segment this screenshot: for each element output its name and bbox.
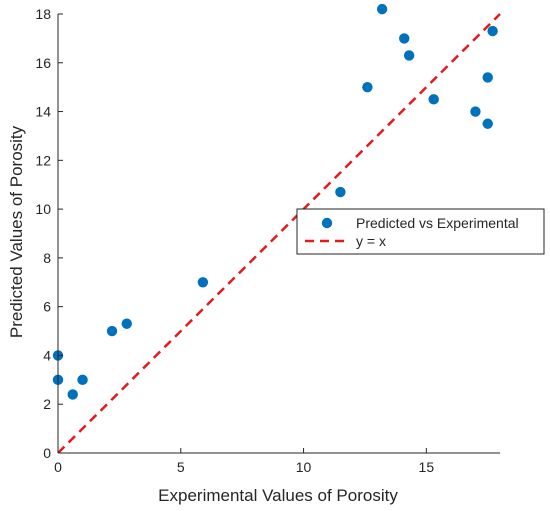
data-point [470,106,481,117]
legend-marker-scatter [321,217,333,229]
y-tick-label: 2 [43,396,51,412]
y-tick-label: 12 [35,152,51,168]
x-tick-label: 5 [177,459,185,475]
legend-box [296,208,545,255]
data-point [121,318,132,329]
axes: 0 5 10 15 0 2 4 6 8 10 12 14 16 18 [35,6,500,475]
y-tick-label: 16 [35,55,51,71]
data-point [399,33,410,44]
data-point [197,277,209,288]
y-tick-label: 18 [35,6,51,22]
data-point [376,3,388,15]
data-point [482,72,493,83]
data-point [428,94,439,105]
legend-label-line: y = x [356,233,386,249]
data-point [335,186,346,198]
x-tick-label: 15 [419,459,435,475]
y-tick-label: 4 [43,347,51,363]
data-point [403,50,415,61]
data-point [482,118,493,129]
data-point [67,389,78,400]
legend: Predicted vs Experimental y = x [296,208,545,255]
y-tick-label: 8 [43,250,51,266]
y-tick-label: 10 [35,201,51,217]
x-tick-label: 10 [296,459,312,475]
x-axis-label: Experimental Values of Porosity [158,486,398,505]
y-tick-label: 14 [35,104,51,120]
x-tick-label: 0 [54,459,62,475]
y-tick-label: 0 [43,445,51,461]
y-axis-label: Predicted Values of Porosity [7,125,26,338]
legend-label-scatter: Predicted vs Experimental [356,215,519,231]
data-point [77,374,88,386]
y-tick-label: 6 [43,299,51,315]
data-point [362,81,373,93]
plot-area [52,3,501,453]
data-point [106,325,118,337]
data-point [487,25,498,37]
